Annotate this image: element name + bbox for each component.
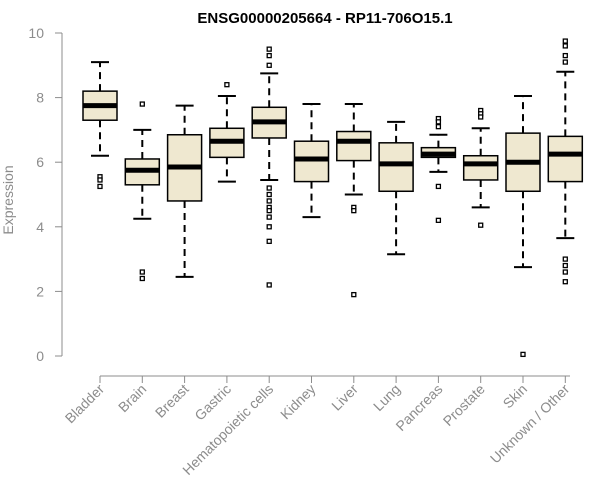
- outlier-point: [97, 183, 103, 190]
- outlier-point: [435, 119, 442, 125]
- x-tick-label: Skin: [500, 381, 531, 412]
- x-tick-label: Bladder: [62, 381, 108, 427]
- x-tick-label: Prostate: [440, 381, 488, 429]
- outlier-point: [266, 238, 272, 244]
- outlier-point: [266, 191, 272, 198]
- box-bladder: [82, 61, 118, 190]
- box-iqr: [336, 130, 372, 162]
- outlier-point: [435, 183, 442, 190]
- outlier-point: [478, 222, 484, 228]
- outlier-point: [435, 217, 442, 223]
- boxes-group: [82, 38, 584, 358]
- outlier-point: [224, 82, 230, 88]
- outlier-point: [562, 59, 568, 65]
- outlier-point: [266, 46, 272, 52]
- outlier-point: [562, 279, 568, 285]
- outlier-point: [266, 282, 272, 288]
- outlier-point: [562, 52, 568, 59]
- box-lung: [378, 120, 414, 256]
- outlier-point: [266, 214, 272, 220]
- outlier-point: [266, 224, 272, 230]
- box-kidney: [293, 103, 330, 219]
- box-unknown-other: [547, 38, 584, 285]
- x-tick-label: Liver: [328, 381, 361, 414]
- box-skin: [505, 94, 541, 358]
- y-tick-label: 2: [36, 283, 44, 299]
- outlier-point: [139, 101, 145, 107]
- x-tick-label: Breast: [152, 381, 192, 421]
- box-iqr: [547, 135, 584, 183]
- outlier-point: [139, 269, 145, 275]
- y-axis-label: Expression: [0, 165, 16, 234]
- outlier-point: [478, 114, 484, 120]
- x-tick-label: Lung: [370, 381, 403, 414]
- outlier-point: [266, 62, 272, 68]
- box-hematopoietic-cells: [251, 46, 287, 288]
- y-tick-label: 4: [36, 219, 44, 235]
- y-axis-ticks: 0 2 4 6 8 10: [28, 25, 62, 364]
- outlier-point: [562, 256, 568, 262]
- box-brain: [124, 101, 161, 282]
- outlier-point: [562, 269, 568, 275]
- chart-title: ENSG00000205664 - RP11-706O15.1: [197, 10, 452, 27]
- box-breast: [166, 104, 203, 278]
- y-tick-label: 0: [36, 348, 44, 364]
- box-iqr: [462, 154, 499, 181]
- outlier-point: [520, 351, 526, 358]
- outlier-point: [97, 177, 103, 183]
- x-tick-label: Brain: [115, 381, 149, 415]
- outlier-point: [266, 185, 272, 191]
- outlier-point: [266, 207, 272, 214]
- y-tick-label: 10: [28, 25, 44, 41]
- box-iqr: [378, 142, 414, 193]
- outlier-point: [266, 198, 272, 204]
- y-tick-label: 8: [36, 90, 44, 106]
- outlier-point: [139, 275, 145, 282]
- outlier-point: [562, 38, 568, 44]
- y-tick-label: 6: [36, 154, 44, 170]
- outlier-point: [562, 43, 568, 49]
- outlier-point: [351, 291, 357, 298]
- box-gastric: [209, 82, 245, 183]
- box-prostate: [462, 107, 499, 228]
- box-pancreas: [420, 115, 457, 223]
- outlier-point: [266, 52, 272, 59]
- outlier-point: [351, 207, 357, 214]
- outlier-point: [435, 124, 442, 130]
- x-tick-label: Kidney: [277, 381, 319, 423]
- x-tick-label: Unknown / Other: [487, 381, 573, 467]
- outlier-point: [562, 262, 568, 269]
- x-tick-label: Pancreas: [392, 381, 445, 434]
- box-liver: [336, 103, 372, 298]
